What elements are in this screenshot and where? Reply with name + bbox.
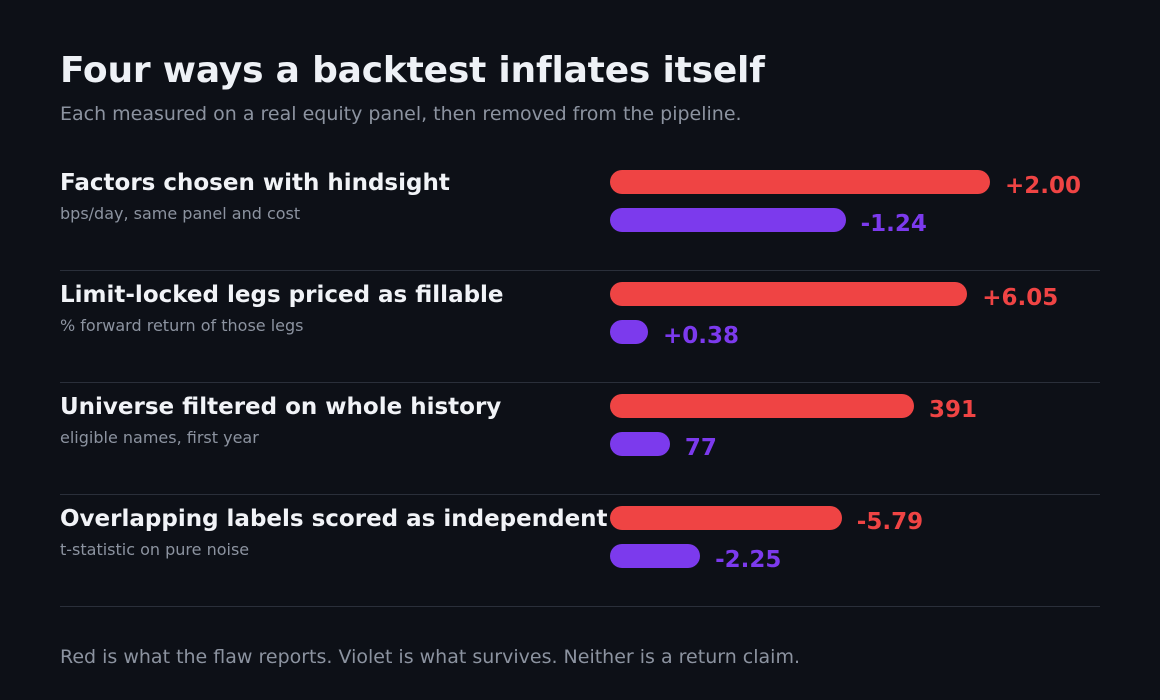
survives-value-label: -1.24 xyxy=(860,211,927,237)
bar-area: 391 77 xyxy=(610,382,1100,494)
flaw-bar xyxy=(610,170,990,194)
chart-row: Limit-locked legs priced as fillable % fo… xyxy=(60,270,1100,383)
row-label: Limit-locked legs priced as fillable xyxy=(60,282,504,308)
survives-value-label: 77 xyxy=(684,435,717,461)
flaw-value-label: +2.00 xyxy=(1005,173,1082,199)
chart-title: Four ways a backtest inflates itself xyxy=(60,50,765,91)
row-unit: eligible names, first year xyxy=(60,428,259,447)
row-unit: t-statistic on pure noise xyxy=(60,540,250,559)
survives-value-label: -2.25 xyxy=(715,547,782,573)
row-unit: % forward return of those legs xyxy=(60,316,304,335)
row-label: Factors chosen with hindsight xyxy=(60,170,450,196)
row-label: Universe filtered on whole history xyxy=(60,394,502,420)
chart-row: Overlapping labels scored as independent… xyxy=(60,494,1100,607)
row-label: Overlapping labels scored as independent xyxy=(60,506,608,532)
survives-value-label: +0.38 xyxy=(663,323,740,349)
chart-subtitle: Each measured on a real equity panel, th… xyxy=(60,103,742,125)
bar-area: -5.79 -2.25 xyxy=(610,494,1100,606)
flaw-bar xyxy=(610,394,914,418)
survives-bar xyxy=(610,432,670,456)
survives-bar xyxy=(610,544,701,568)
survives-bar xyxy=(610,320,648,344)
flaw-value-label: +6.05 xyxy=(982,285,1059,311)
chart-row: Universe filtered on whole history eligib… xyxy=(60,382,1100,495)
flaw-bar xyxy=(610,506,842,530)
flaw-value-label: 391 xyxy=(929,397,978,423)
chart-row: Factors chosen with hindsight bps/day, sa… xyxy=(60,158,1100,271)
row-unit: bps/day, same panel and cost xyxy=(60,204,301,223)
chart-footnote: Red is what the flaw reports. Violet is … xyxy=(60,646,800,668)
bar-area: +2.00 -1.24 xyxy=(610,158,1100,270)
flaw-value-label: -5.79 xyxy=(856,509,924,535)
survives-bar xyxy=(610,208,846,232)
flaw-bar xyxy=(610,282,968,306)
bar-area: +6.05 +0.38 xyxy=(610,270,1100,382)
